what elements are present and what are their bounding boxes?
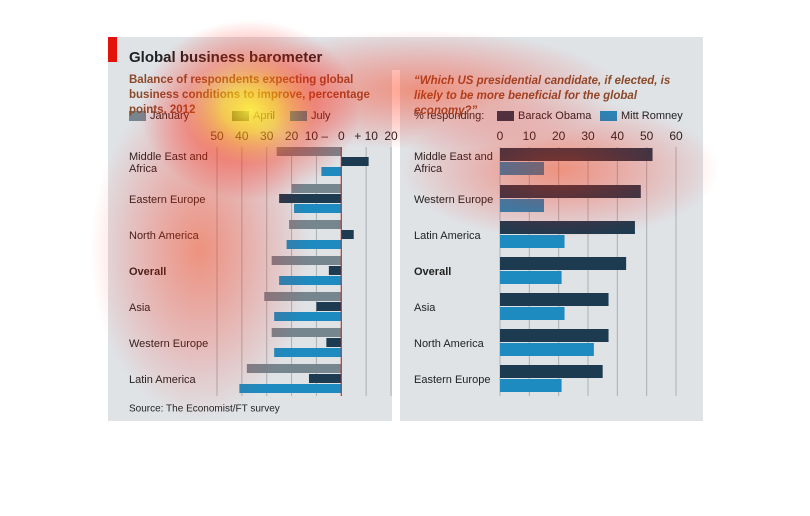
source: Source: The Economist/FT survey [129,404,280,415]
bar [341,157,369,166]
bar [294,204,342,213]
bar [274,348,342,357]
bar [239,384,342,393]
x-tick-label: 10 [523,129,537,143]
bar [500,379,562,392]
bar [500,329,609,342]
bar [271,328,342,337]
category-label: Asia [129,302,151,314]
bar [500,257,627,270]
x-tick-label: 40 [611,129,625,143]
x-tick-label: + 10 [354,129,378,143]
bar [279,276,342,285]
bar [246,364,342,373]
x-tick-label: 30 [581,129,595,143]
x-tick-label: 40 [235,129,249,143]
bar [500,221,635,234]
bar [328,266,342,275]
bar [500,343,594,356]
category-label: North America [129,230,199,242]
bar [500,235,565,248]
category-label: Asia [414,302,436,314]
category-label: Western Europe [129,338,209,350]
bar [341,230,354,239]
category-label: Latin America [129,374,196,386]
bar [316,302,342,311]
x-tick-label: 50 [640,129,654,143]
x-tick-label: 30 [260,129,274,143]
bar [308,374,342,383]
category-label: Eastern Europe [414,374,491,386]
bar [500,199,544,212]
category-label: Overall [414,266,452,278]
bar [274,312,342,321]
bar [271,256,342,265]
bar [500,307,565,320]
x-tick-label: 20 [285,129,299,143]
category-label: Middle East and Africa [129,151,208,175]
x-tick-label: 10 – [305,129,329,143]
x-tick-label: 50 [210,129,224,143]
x-tick-label: 0 [338,129,345,143]
page-title: Global business barometer [129,49,323,66]
bar [264,292,342,301]
bar [326,338,342,347]
category-label: North America [414,338,484,350]
bar [500,148,653,161]
subtitle: Balance of respondents expecting global … [129,74,370,116]
category-label: Western Europe [414,194,494,206]
bar [500,162,544,175]
bar [279,194,342,203]
bar [500,271,562,284]
x-tick-label: 20 [552,129,566,143]
bar [500,185,641,198]
bar [321,167,342,176]
subtitle: “Which US presidential candidate, if ele… [414,75,671,117]
category-label: Latin America [414,230,481,242]
red-tab [108,37,117,62]
bar [286,240,342,249]
bar [291,184,342,193]
x-tick-label: 20 [384,129,398,143]
divider [392,70,400,421]
x-tick-label: 60 [669,129,683,143]
bar [500,365,603,378]
category-label: Middle East and Africa [414,151,493,175]
bar [276,147,342,156]
bar [289,220,342,229]
bar [500,293,609,306]
x-tick-label: 0 [497,129,504,143]
category-label: Overall [129,266,167,278]
category-label: Eastern Europe [129,194,206,206]
